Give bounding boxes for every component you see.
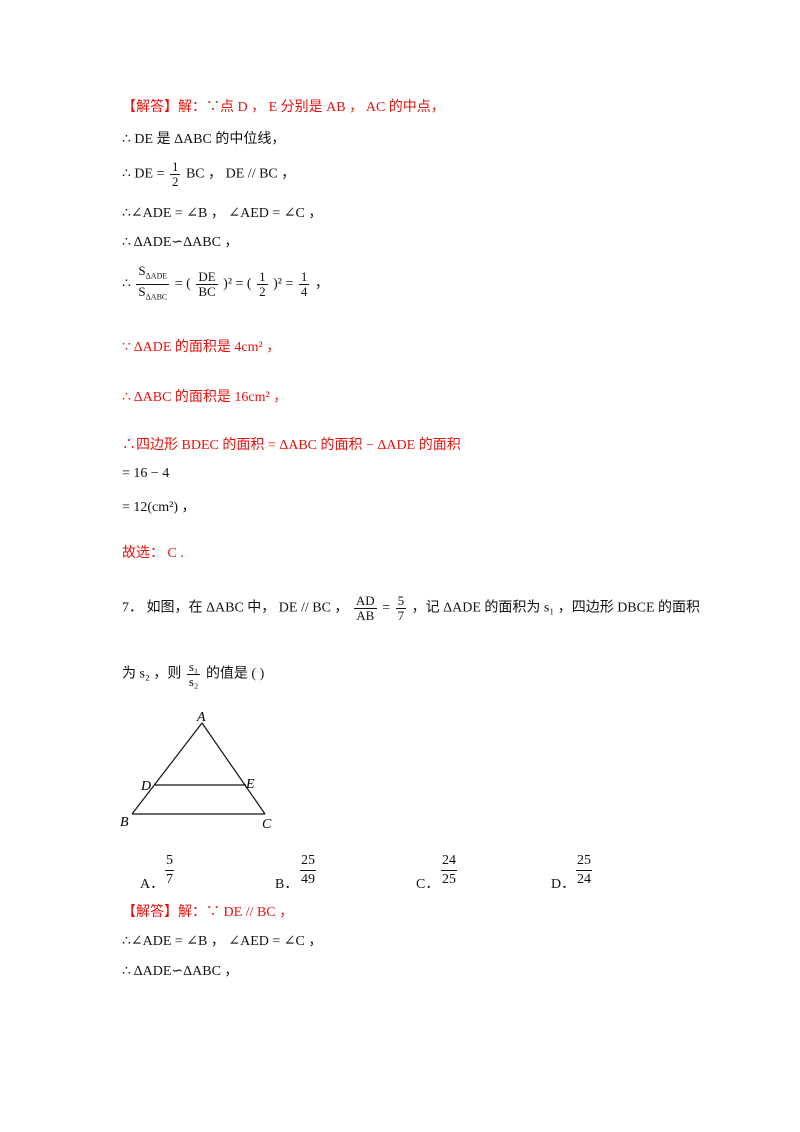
eq-rhs: BC ， DE // BC ， (185, 166, 296, 182)
label-c: C (262, 817, 272, 832)
side-ab (131, 722, 203, 815)
solution-line-9: ∴四边形 BDEC 的面积 = ΔABC 的面积 − ΔADE 的面积 (122, 436, 461, 456)
label-e: E (245, 777, 255, 792)
solution-text: ∴ ΔABC 的面积是 16cm² ， (122, 390, 288, 405)
eq-lhs: ∴ (122, 276, 131, 292)
answer2-line-3: ∴ ΔADE∽ΔABC ， (122, 962, 238, 982)
solution-text: ∴ DE 是 ΔABC 的中位线， (122, 132, 286, 147)
option-b-letter[interactable]: B． (275, 877, 299, 892)
option-a-letter[interactable]: A． (140, 877, 165, 892)
fraction-area-ratio: SΔADE SΔABC (136, 263, 170, 302)
triangle-figure: A D E B C (120, 710, 272, 832)
eq-lhs: ∴ DE = (122, 166, 165, 182)
solution-line-10: = 16 − 4 (122, 464, 169, 484)
option-a-fraction[interactable]: 5 7 (165, 853, 174, 887)
question-7-line-1: 7． 如图，在 ΔABC 中， DE // BC ， AD AB = 5 7 ，… (122, 593, 701, 623)
option-c-fraction[interactable]: 24 25 (441, 853, 457, 887)
option-b-fraction[interactable]: 25 49 (300, 853, 316, 887)
answer2-line-1: 【解答】解：∵ DE // BC ， (122, 903, 293, 923)
solution-text: 【解答】解：∵点 D ， E 分别是 AB ， AC 的中点， (122, 100, 445, 115)
solution-line-11: = 12(cm²) ， (122, 498, 196, 518)
solution-text: 故选： C . (122, 546, 184, 561)
fraction-de-bc: DE BC (196, 268, 218, 299)
fraction-ad-ab: AD AB (353, 593, 377, 623)
solution-line-2: ∴ DE 是 ΔABC 的中位线， (122, 130, 285, 150)
fraction-numerator: 1 (169, 159, 181, 175)
answer2-line-2: ∴∠ADE = ∠B ， ∠AED = ∠C ， (122, 932, 322, 952)
option-d-fraction[interactable]: 25 24 (576, 853, 592, 887)
solution-text: = 16 − 4 (122, 466, 170, 481)
fraction-denominator: 2 (171, 174, 179, 189)
fraction-s1-s2: s₁ s₂ (186, 659, 201, 689)
fraction-half: 1 2 (169, 159, 181, 189)
question-7-line-2: 为 s₂ ，则 s₁ s₂ 的值是 ( ) (122, 659, 265, 689)
solution-text: ∴ ΔADE∽ΔABC ， (122, 235, 239, 250)
solution-text: = 12(cm²) ， (122, 500, 196, 515)
solution-line-6: ∴ SΔADE SΔABC = ( DE BC )² = ( 1 2 )² = … (122, 264, 329, 304)
solution-line-12: 故选： C . (122, 544, 184, 564)
fraction-half-2: 1 2 (257, 268, 268, 299)
solution-text: ∴四边形 BDEC 的面积 = ΔABC 的面积 − ΔADE 的面积 (122, 438, 461, 453)
option-c-letter[interactable]: C． (416, 877, 440, 892)
solution-text: ∵ ΔADE 的面积是 4cm² ， (122, 340, 281, 355)
solution-line-1: 【解答】解：∵点 D ， E 分别是 AB ， AC 的中点， (122, 98, 445, 118)
option-d-letter[interactable]: D． (551, 877, 576, 892)
label-b: B (120, 815, 129, 830)
solution-text: ∴ ΔADE∽ΔABC ， (122, 964, 239, 979)
solution-text: ∴∠ADE = ∠B ， ∠AED = ∠C ， (122, 206, 323, 221)
question-number: 7． (122, 600, 143, 616)
solution-line-3: ∴ DE = 1 2 BC ， DE // BC ， (122, 160, 295, 189)
solution-line-7: ∵ ΔADE 的面积是 4cm² ， (122, 338, 280, 358)
solution-text: ∴∠ADE = ∠B ， ∠AED = ∠C ， (122, 934, 323, 949)
solution-line-8: ∴ ΔABC 的面积是 16cm² ， (122, 388, 287, 408)
solution-text: 【解答】解：∵ DE // BC ， (122, 905, 294, 920)
fraction-five-sevenths: 5 7 (395, 593, 407, 623)
label-d: D (140, 779, 151, 794)
solution-line-5: ∴ ΔADE∽ΔABC ， (122, 233, 238, 253)
solution-line-4: ∴∠ADE = ∠B ， ∠AED = ∠C ， (122, 204, 322, 224)
side-ac (201, 722, 266, 815)
fraction-quarter: 1 4 (298, 268, 310, 299)
label-a: A (196, 710, 206, 725)
